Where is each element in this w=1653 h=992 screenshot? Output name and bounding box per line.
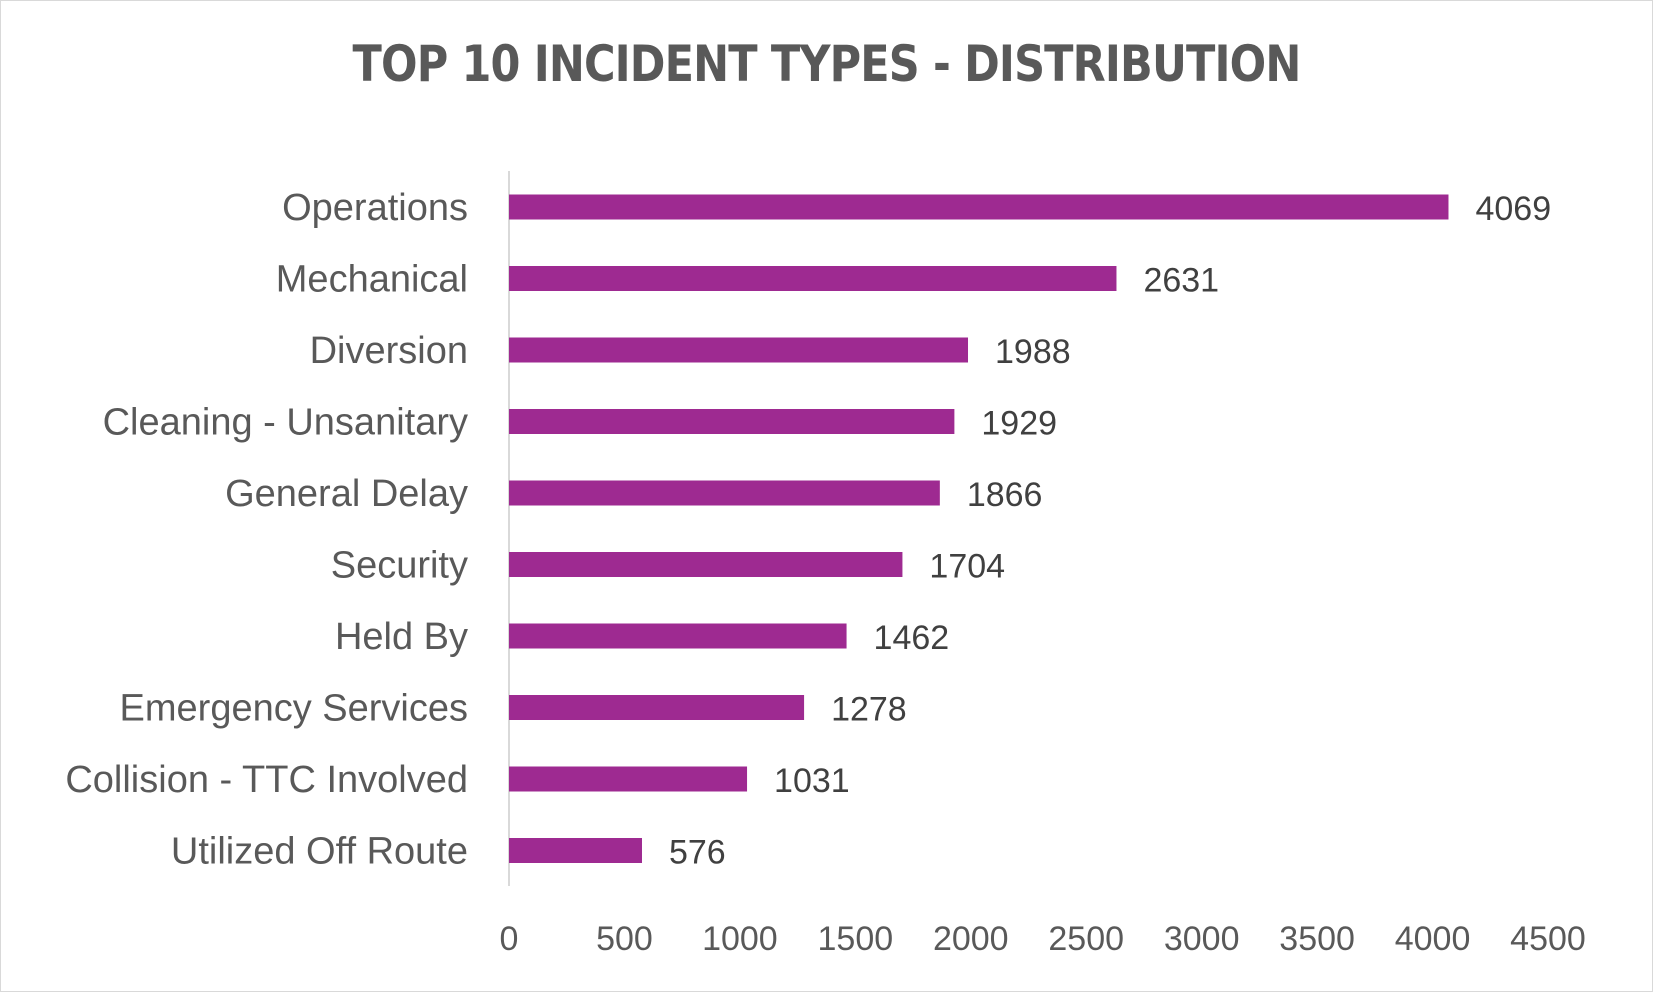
x-tick-label: 2000: [933, 920, 1009, 958]
category-labels: Operations Mechanical Diversion Cleaning - …: [65, 187, 468, 873]
bar: [509, 695, 805, 720]
x-tick-label: 0: [500, 920, 519, 958]
category-label: Operations: [282, 187, 468, 229]
category-label: Diversion: [310, 330, 468, 372]
bar: [509, 266, 1117, 291]
data-label: 1988: [995, 333, 1071, 371]
data-label: 1866: [967, 476, 1043, 514]
bar: [509, 409, 955, 434]
category-label: Security: [331, 545, 468, 587]
bar: [509, 480, 940, 506]
x-tick-label: 500: [596, 920, 653, 958]
data-label: 2631: [1143, 262, 1219, 300]
data-label: 576: [669, 834, 726, 872]
category-label: Mechanical: [276, 259, 468, 301]
bar: [509, 623, 847, 649]
bar: [509, 838, 642, 863]
bar: [509, 766, 748, 792]
data-label: 1929: [981, 405, 1057, 443]
x-tick-label: 4500: [1510, 920, 1586, 958]
category-label: Cleaning - Unsanitary: [103, 402, 468, 444]
x-tick-label: 2500: [1048, 920, 1124, 958]
data-label: 1704: [929, 548, 1005, 586]
x-axis-ticks: 0 500 1000 1500 2000 2500 3000 3500 4000 4500: [500, 920, 1586, 958]
bar: [509, 552, 903, 577]
x-tick-label: 4000: [1395, 920, 1471, 958]
category-label: Held By: [335, 616, 468, 658]
category-label: Utilized Off Route: [171, 831, 468, 873]
bar: [509, 194, 1449, 220]
x-tick-label: 1000: [702, 920, 778, 958]
data-label: 1031: [774, 762, 850, 800]
x-tick-label: 3000: [1164, 920, 1240, 958]
data-labels: 4069 2631 1988 1929 1866 1704 1462 1278 1031 576: [669, 190, 1551, 872]
category-label: Emergency Services: [120, 688, 468, 730]
data-label: 1462: [874, 619, 950, 657]
data-label: 4069: [1475, 190, 1551, 228]
bars-layer: [509, 194, 1449, 863]
category-label: Collision - TTC Involved: [65, 759, 468, 801]
chart-title: TOP 10 INCIDENT TYPES - DISTRIBUTION: [352, 35, 1302, 93]
x-tick-label: 3500: [1279, 920, 1355, 958]
x-tick-label: 1500: [818, 920, 894, 958]
bar: [509, 337, 969, 363]
category-label: General Delay: [225, 473, 468, 515]
data-label: 1278: [831, 691, 907, 729]
